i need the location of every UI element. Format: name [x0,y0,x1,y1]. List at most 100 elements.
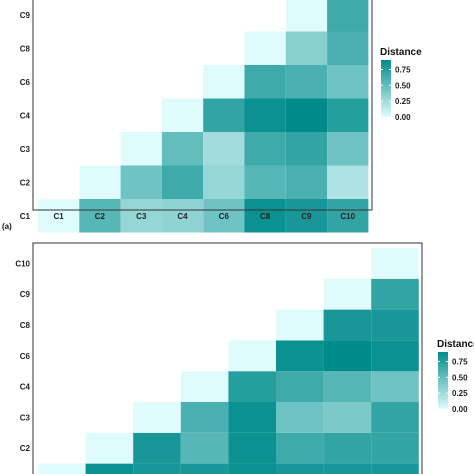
heatmap-cell [161,199,204,233]
heatmap-cell [244,31,286,65]
panel-label: (a) [2,222,12,231]
heatmap-cell [285,199,328,233]
heatmap-cell [276,371,324,402]
y-tick-label: C8 [20,44,31,53]
heatmap-cell [285,98,328,132]
legend-title: Distance [380,47,422,58]
legend-tick-label: 0.50 [452,373,468,382]
heatmap-cell [85,432,134,464]
legend-tick-label: 0.00 [452,405,468,414]
heatmap-cell [323,432,372,464]
heatmap-cell [161,165,204,199]
heatmap-cell [327,132,369,166]
legend-tick-label: 0.25 [452,389,468,398]
heatmap-cell [79,165,121,199]
y-tick-label: C10 [15,259,30,268]
heatmap-cell [85,463,134,474]
heatmap-cell [120,132,162,166]
heatmap-cell [285,65,328,99]
heatmap-cell [180,463,229,474]
heatmap-cell [323,402,372,433]
legend-tick-label: 0.00 [395,113,411,122]
heatmap-cell [38,463,86,474]
legend-tick-label: 0.75 [452,358,468,367]
heatmap-cell [203,165,245,199]
y-tick-label: C2 [20,178,31,187]
y-tick-label: C9 [20,290,31,299]
y-tick-label: C1 [20,212,31,221]
heatmap-cell [161,98,204,132]
y-tick-label: C6 [20,78,31,87]
heatmap-cell [371,248,419,279]
heatmap-cell [285,31,328,65]
heatmap-cell [120,199,162,233]
heatmap-cell [120,165,162,199]
y-tick-label: C3 [20,413,31,422]
heatmap-cell [276,309,324,341]
heatmap-cell [228,432,276,464]
heatmap-cell [285,0,328,32]
heatmap-cell [276,432,324,464]
heatmap-cell [180,432,229,464]
heatmap-cell [133,432,181,464]
heatmap-cell [327,165,369,199]
heatmap-cell [323,371,372,402]
x-tick-label: C2 [95,212,106,221]
x-tick-label: C3 [136,212,147,221]
heatmap-cell [371,402,419,433]
heatmap-cell [323,278,372,310]
heatmap-cell [161,132,204,166]
x-tick-label: C6 [219,212,230,221]
heatmap-cell [244,65,286,99]
x-tick-label: C8 [260,212,271,221]
legend-colorbar [381,60,391,117]
heatmap-cell [285,165,328,199]
x-tick-label: C9 [301,212,312,221]
y-tick-label: C4 [20,383,31,392]
panel-frame [32,0,373,211]
heatmap-cell [79,199,121,233]
heatmap-cell [327,65,369,99]
heatmap-cell [323,340,372,372]
y-tick-label: C8 [20,321,31,330]
legend-colorbar [438,352,448,409]
heatmap-cell [276,463,324,474]
heatmap-cell [203,65,245,99]
heatmap-cell [371,278,419,310]
heatmap-cell [203,199,245,233]
x-tick-label: C10 [340,212,355,221]
heatmap-cell [276,402,324,433]
heatmap-cell [228,340,276,372]
heatmap-cell [323,309,372,341]
y-tick-label: C6 [20,352,31,361]
heatmap-cell [276,340,324,372]
legend-tick-label: 0.50 [395,81,411,90]
heatmap-cell [244,165,286,199]
heatmap-cell [327,31,369,65]
heatmap-cell [327,199,369,233]
heatmap-cell [228,402,276,433]
heatmap-cell [371,432,419,464]
heatmap-cell [228,371,276,402]
heatmap-cell [203,98,245,132]
y-tick-label: C3 [20,145,31,154]
heatmap-cell [38,199,80,233]
x-tick-label: C1 [53,212,64,221]
legend-tick-label: 0.25 [395,97,411,106]
heatmap-cell [371,309,419,341]
heatmap-cell [180,371,229,402]
y-tick-label: C2 [20,444,31,453]
legend-title: Distance [437,339,474,350]
heatmap-cell [285,132,328,166]
heatmap-cell [203,132,245,166]
heatmap-cell [133,463,181,474]
heatmap-cell [180,402,229,433]
heatmap-cell [323,463,372,474]
x-tick-label: C4 [177,212,188,221]
heatmap-cell [371,463,419,474]
panel-frame [32,242,423,474]
heatmap-cell [327,98,369,132]
y-tick-label: C4 [20,111,31,120]
heatmap-cell [327,0,369,32]
